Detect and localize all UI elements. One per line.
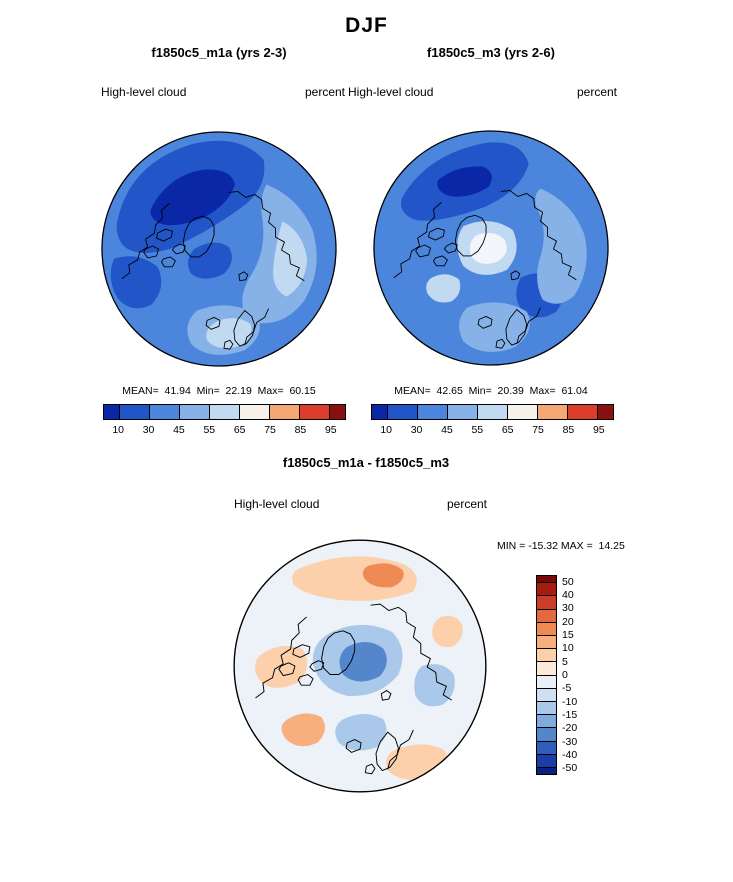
colorbar-segment	[270, 405, 301, 419]
figure-title: DJF	[345, 14, 388, 37]
colorbar-tick-label: 45	[173, 424, 185, 436]
colorbar-segment	[209, 405, 241, 419]
colorbar-panel2-ticks: 10 30 45 55 65 75 85 95	[371, 424, 614, 437]
colorbar-segment	[417, 405, 448, 419]
colorbar-segment	[387, 405, 418, 419]
colorbar-segment	[300, 405, 331, 419]
colorbar-segment	[149, 405, 180, 419]
colorbar-panel1-ticks: 10 30 45 55 65 75 85 95	[103, 424, 346, 437]
map-panel2	[373, 130, 609, 366]
colorbar-tick-label: 40	[562, 589, 574, 601]
colorbar-segment	[240, 405, 271, 419]
panel2-title: f1850c5_m3 (yrs 2-6)	[427, 45, 555, 60]
map-panel1	[101, 131, 337, 367]
colorbar-tick-label: 75	[532, 424, 544, 436]
colorbar-difference	[536, 575, 557, 775]
colorbar-tick-label: 85	[294, 424, 307, 436]
colorbar-tick-label: 30	[562, 602, 574, 615]
colorbar-segment	[537, 635, 556, 650]
colorbar-tick-label: 50	[562, 575, 574, 588]
colorbar-segment	[537, 576, 556, 584]
colorbar-segment	[537, 715, 556, 729]
panel1-title: f1850c5_m1a (yrs 2-3)	[151, 45, 287, 60]
colorbar-tick-label: 45	[441, 424, 453, 436]
colorbar-segment	[598, 405, 613, 419]
colorbar-tick-label: 95	[592, 424, 605, 436]
colorbar-segment	[372, 405, 388, 419]
colorbar-tick-label: -15	[562, 709, 578, 721]
panel2-units-label: percent	[576, 85, 617, 99]
colorbar-segment	[537, 741, 556, 755]
colorbar-segment	[537, 728, 556, 742]
colorbar-panel2	[371, 404, 614, 420]
map3-boundary-circle	[233, 539, 487, 793]
colorbar-segment	[538, 405, 569, 419]
colorbar-segment	[537, 675, 556, 689]
colorbar-segment	[537, 596, 556, 610]
colorbar-tick-label: -40	[562, 749, 578, 761]
colorbar-tick-label: -5	[562, 682, 572, 695]
colorbar-segment	[568, 405, 599, 419]
colorbar-tick-label: 95	[324, 424, 337, 436]
colorbar-tick-label: -30	[562, 735, 578, 748]
colorbar-segment	[119, 405, 150, 419]
colorbar-tick-label: -20	[562, 722, 578, 735]
diff-field-label: High-level cloud	[234, 497, 320, 511]
colorbar-tick-label: 75	[264, 424, 276, 436]
colorbar-tick-label: 30	[410, 424, 423, 436]
map-difference	[233, 539, 487, 793]
colorbar-segment	[537, 583, 556, 597]
diff-minmax: MIN = -15.32 MAX = 14.25	[497, 540, 625, 552]
colorbar-tick-label: 0	[562, 669, 568, 681]
map1-boundary-circle	[101, 131, 337, 367]
panel1-stats: MEAN= 41.94 Min= 22.19 Max= 60.15	[122, 385, 316, 397]
colorbar-tick-label: 65	[233, 424, 246, 436]
colorbar-tick-label: -50	[562, 762, 578, 775]
colorbar-tick-label: 10	[112, 424, 125, 436]
colorbar-tick-label: 10	[380, 424, 393, 436]
map2-boundary-circle	[373, 130, 609, 366]
colorbar-segment	[104, 405, 120, 419]
colorbar-segment	[537, 701, 556, 716]
colorbar-tick-label: 10	[562, 642, 574, 655]
colorbar-segment	[537, 609, 556, 623]
colorbar-tick-label: 85	[562, 424, 575, 436]
panel2-field-label: High-level cloud	[348, 85, 434, 99]
colorbar-segment	[447, 405, 478, 419]
diff-panel-title: f1850c5_m1a - f1850c5_m3	[282, 455, 450, 470]
colorbar-segment	[537, 662, 556, 676]
colorbar-segment	[477, 405, 509, 419]
colorbar-tick-label: 65	[501, 424, 514, 436]
panel2-stats: MEAN= 42.65 Min= 20.39 Max= 61.04	[394, 385, 588, 397]
colorbar-segment	[537, 649, 556, 663]
colorbar-tick-label: 30	[142, 424, 155, 436]
colorbar-tick-label: 5	[562, 655, 568, 668]
colorbar-segment	[537, 622, 556, 636]
colorbar-tick-label: -10	[562, 695, 578, 708]
colorbar-tick-label: 55	[203, 424, 216, 436]
panel1-field-label: High-level cloud	[101, 85, 187, 99]
colorbar-tick-label: 55	[471, 424, 484, 436]
colorbar-panel1	[103, 404, 346, 420]
colorbar-difference-ticks: 50 40 30 20 15 10 5 0 -5 -10 -15 -20 -30 -40 -50	[562, 575, 596, 775]
colorbar-segment	[537, 688, 556, 702]
colorbar-segment	[508, 405, 539, 419]
colorbar-segment	[537, 767, 556, 775]
diff-units-label: percent	[446, 497, 487, 511]
panel1-units-label: percent	[304, 85, 345, 99]
colorbar-segment	[537, 754, 556, 768]
colorbar-segment	[179, 405, 210, 419]
colorbar-segment	[330, 405, 345, 419]
colorbar-tick-label: 15	[562, 629, 574, 641]
colorbar-tick-label: 20	[562, 615, 574, 628]
